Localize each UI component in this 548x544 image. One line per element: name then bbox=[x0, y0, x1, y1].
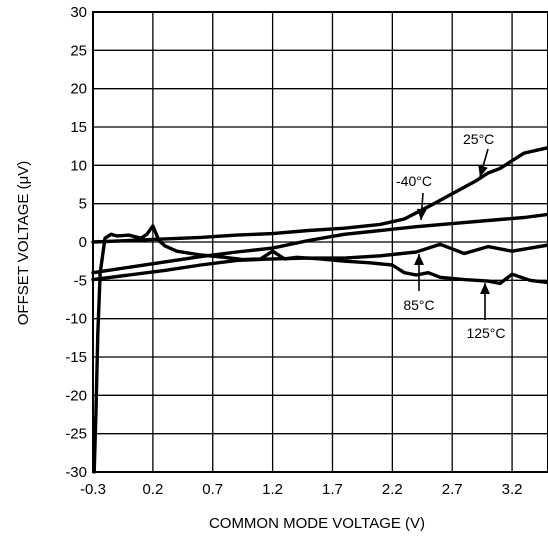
y-axis-label: OFFSET VOLTAGE (μV) bbox=[15, 161, 32, 326]
y-tick-label: -5 bbox=[74, 272, 87, 289]
annotation-arrowhead bbox=[416, 208, 427, 220]
x-tick-label: 0.2 bbox=[142, 481, 163, 498]
y-tick-label: -15 bbox=[65, 349, 87, 366]
annotation-label: -40°C bbox=[396, 173, 432, 189]
y-tick-label: -25 bbox=[65, 426, 87, 443]
y-tick-label: 15 bbox=[70, 119, 87, 136]
x-tick-label: 1.2 bbox=[262, 481, 283, 498]
x-axis-label: COMMON MODE VOLTAGE (V) bbox=[209, 515, 425, 532]
x-tick-label: 0.7 bbox=[202, 481, 223, 498]
annotation-label: 85°C bbox=[403, 297, 434, 313]
y-tick-label: -10 bbox=[65, 311, 87, 328]
y-tick-label: 20 bbox=[70, 81, 87, 98]
y-tick-label: 5 bbox=[79, 196, 87, 213]
tick-labels: -30 -25 -20 -15 -10 -5 0 5 10 15 20 25 30 -0.3 0.2 0.7 1… bbox=[65, 4, 522, 498]
plot-frame bbox=[92, 11, 548, 473]
x-tick-label: 3.2 bbox=[502, 481, 523, 498]
series-group bbox=[91, 146, 548, 474]
annotation-arrowhead bbox=[480, 283, 490, 294]
x-tick-label: 2.7 bbox=[442, 481, 463, 498]
series-line bbox=[91, 146, 548, 244]
x-tick-label: 1.7 bbox=[322, 481, 343, 498]
annotation-label: 25°C bbox=[463, 131, 494, 147]
y-tick-label: 10 bbox=[70, 157, 87, 174]
y-tick-label: 25 bbox=[70, 42, 87, 59]
series-line bbox=[92, 224, 548, 474]
series-line bbox=[91, 242, 548, 282]
y-tick-label: 0 bbox=[79, 234, 87, 251]
annotation-arrowhead bbox=[414, 254, 424, 265]
annotations: 25°C -40°C 85°C 125°C bbox=[394, 129, 508, 343]
annotation-arrowhead bbox=[478, 165, 488, 177]
y-tick-label: 30 bbox=[70, 4, 87, 21]
x-tick-label: 2.2 bbox=[382, 481, 403, 498]
annotation-label: 125°C bbox=[466, 325, 505, 341]
y-tick-label: -30 bbox=[65, 464, 87, 481]
series-line bbox=[91, 212, 548, 275]
y-tick-label: -20 bbox=[65, 387, 87, 404]
x-tick-label: -0.3 bbox=[80, 481, 106, 498]
